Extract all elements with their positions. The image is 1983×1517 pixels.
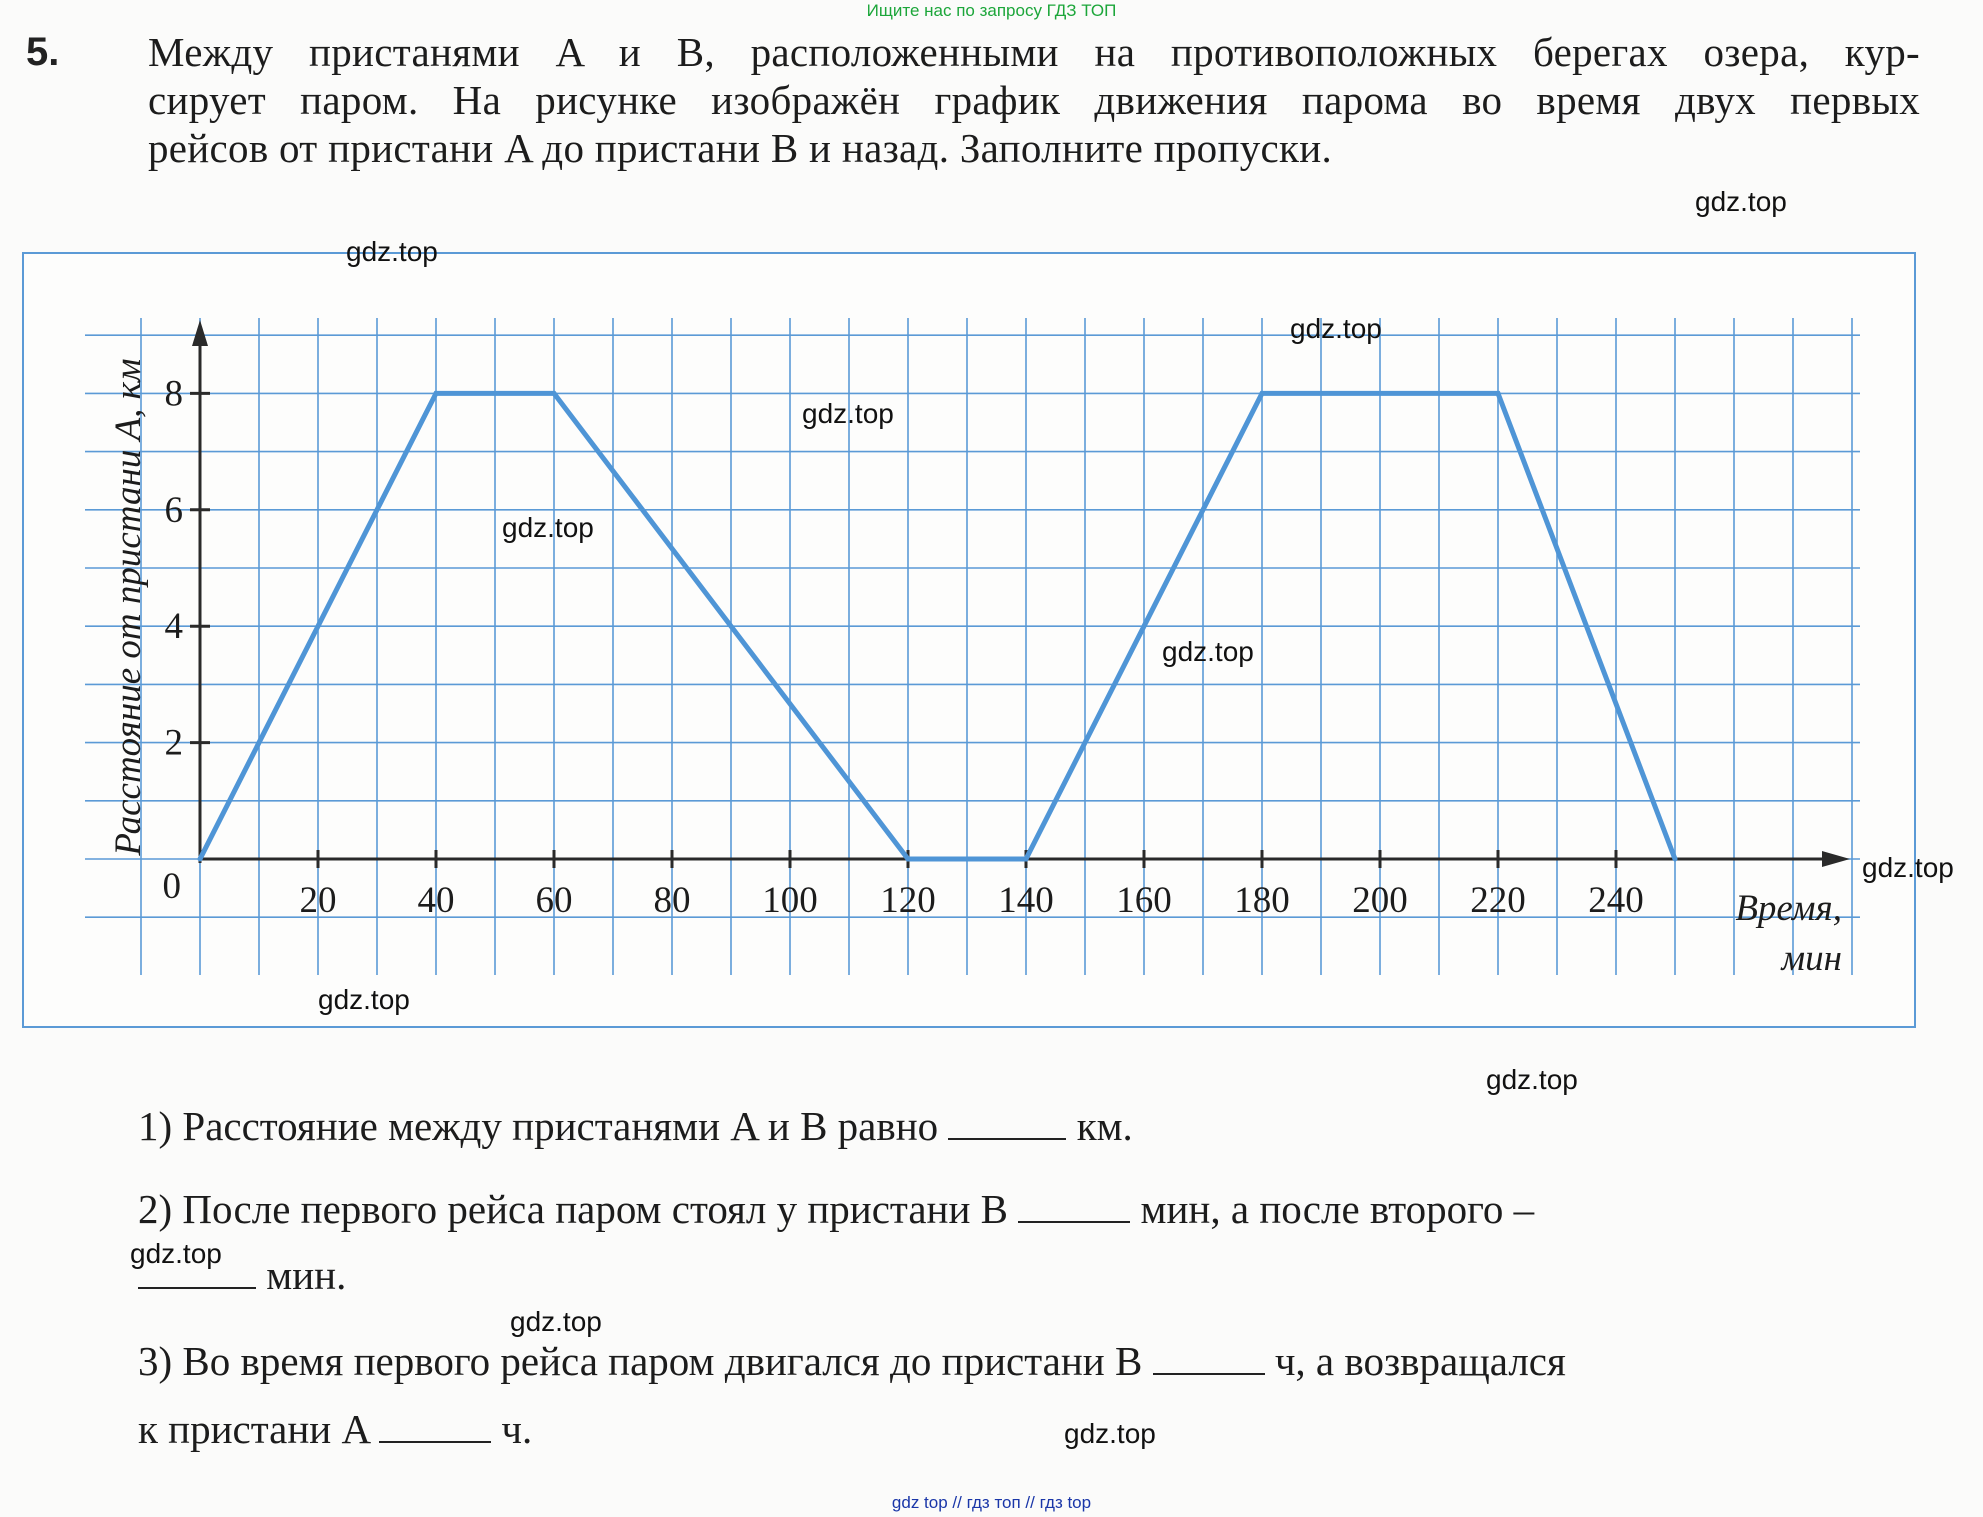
question-1-number: 1) [138,1103,173,1149]
task-number: 5. [26,30,60,74]
answer-blank-2a[interactable] [1018,1191,1131,1223]
axis-layer [190,320,1850,868]
question-2: 1) 2) После первого рейса паром стоял у … [138,1185,1908,1233]
watermark: gdz.top [1862,852,1954,883]
ferry-route-point [905,856,911,862]
question-3-number: 3) [138,1338,173,1384]
x-axis-label-unit: мин [1780,938,1842,979]
x-tick-label: 120 [880,880,936,921]
question-2-text: После первого рейса паром стоял у приста… [182,1186,1009,1232]
y-axis-arrow [192,320,208,346]
chart-frame [22,252,1916,1028]
bottom-banner[interactable]: gdz top // гдз топ // гдз top [891,1493,1092,1512]
x-tick-label: 160 [1116,880,1172,921]
watermark: gdz.top [1486,1064,1578,1095]
y-tick-label: 6 [165,490,184,531]
watermark: gdz.top [1290,313,1382,344]
question-3-unit: ч. [501,1406,533,1452]
answer-blank-2b[interactable] [138,1257,256,1289]
series-layer [197,390,1678,862]
answer-blank-3a[interactable] [1152,1343,1265,1375]
watermark: gdz.top [1064,1418,1156,1449]
origin-label: 0 [163,866,182,907]
question-3-line-2: к пристани A ч. [138,1405,532,1453]
label-layer: 20 40 60 80 100 120 140 160 180 200 220 24024680Рас… [108,358,1842,979]
ferry-route-point [1259,390,1265,396]
y-tick-label: 8 [165,373,184,414]
watermark: gdz.top [1162,636,1254,667]
question-2-num: 2) [138,1186,173,1232]
ferry-route-point [197,856,203,862]
x-tick-label: 200 [1352,880,1408,921]
y-axis-label: Расстояние от пристани A, км [108,358,149,856]
x-tick-label: 40 [418,880,455,921]
task-statement: Между пристанями A и B, расположенными н… [148,28,1920,172]
x-tick-label: 180 [1234,880,1290,921]
x-tick-label: 80 [654,880,691,921]
task-line-1: Между пристанями A и B, расположенными н… [148,29,1920,75]
ferry-route-line [197,390,1678,862]
watermark: gdz.top [130,1238,222,1269]
x-axis-label: Время, [1735,888,1842,929]
watermark: gdz.top [318,984,410,1015]
question-3: 3) Во время первого рейса паром двигался… [138,1337,1566,1385]
question-3-middle: ч, а возвращался [1274,1338,1566,1384]
answer-blank-3b[interactable] [379,1411,492,1443]
y-tick-label: 2 [165,723,184,764]
watermark: gdz.top [802,398,894,429]
ferry-route-point [551,390,557,396]
x-tick-label: 140 [998,880,1054,921]
task-line-2: сирует паром. На рисунке изображён графи… [148,77,1920,123]
task-line-3: рейсов от пристани A до пристани B и наз… [148,125,1333,171]
watermark: gdz.top [510,1306,602,1337]
question-1-unit: км. [1076,1103,1133,1149]
ferry-route-point [1672,856,1678,862]
ferry-route-point [1495,390,1501,396]
x-axis-arrow [1822,851,1850,867]
x-tick-label: 20 [300,880,337,921]
x-tick-label: 220 [1470,880,1526,921]
y-tick-label: 4 [165,606,184,647]
question-2-middle: мин, а после второго – [1140,1186,1535,1232]
ferry-route-point [433,390,439,396]
watermark: gdz.top [1695,186,1787,217]
question-1: 1) Расстояние между пристанями A и B рав… [138,1102,1133,1150]
x-tick-label: 60 [536,880,573,921]
question-2-unit: мин. [266,1252,347,1298]
question-3-line2-text: к пристани A [138,1406,369,1452]
watermark: gdz.top [346,236,438,267]
question-1-text: Расстояние между пристанями A и B равно [182,1103,939,1149]
x-tick-label: 100 [762,880,818,921]
x-tick-label: 240 [1588,880,1644,921]
ferry-route-point [1023,856,1029,862]
answer-blank-1[interactable] [948,1108,1067,1140]
question-2-line-2: мин. [138,1251,346,1299]
question-3-text: Во время первого рейса паром двигался до… [182,1338,1143,1384]
watermark: gdz.top [502,512,594,543]
top-banner[interactable]: Ищите нас по запросу ГДЗ ТОП [866,1,1117,20]
